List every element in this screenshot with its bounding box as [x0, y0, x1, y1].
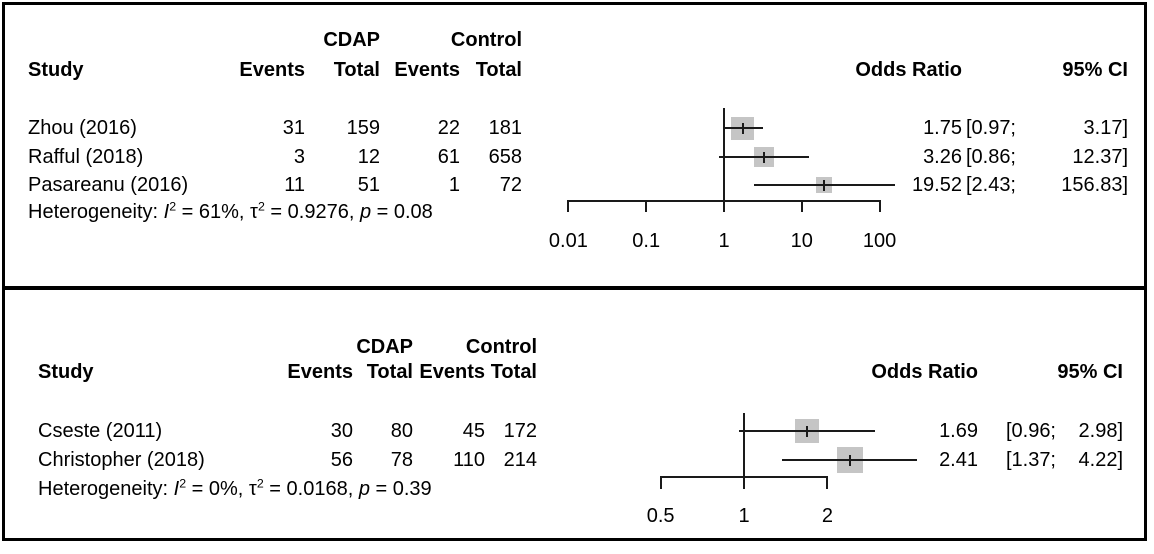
column-header-total-cdap: Total [366, 361, 413, 383]
study-label: Rafful (2018) [28, 145, 144, 168]
column-header-ci: 95% CI [1057, 361, 1123, 383]
ci-low-value: [1.37; [1005, 448, 1056, 471]
ci-high-value: 12.37] [1072, 145, 1128, 168]
cdap-total-cell: 80 [390, 420, 413, 442]
study-label: Zhou (2016) [28, 117, 137, 139]
ci-low-value: [0.96; [1005, 420, 1056, 442]
column-header-study: Study [28, 59, 84, 81]
column-header-total-control: Total [475, 59, 522, 81]
point-estimate-marker [762, 151, 765, 163]
control-total-cell: 181 [488, 117, 522, 139]
column-header-odds-ratio: Odds Ratio [855, 59, 962, 81]
cdap-events-cell: 31 [282, 117, 305, 139]
control-total-cell: 172 [503, 420, 537, 442]
x-axis-tick [659, 476, 662, 489]
group-header-control: Control [465, 336, 537, 358]
cdap-events-cell: 56 [330, 448, 353, 471]
column-header-total-cdap: Total [333, 59, 380, 81]
cdap-total-cell: 159 [346, 117, 380, 139]
cdap-events-cell: 3 [293, 145, 305, 168]
group-header-cdap: CDAP [323, 29, 380, 51]
x-axis-tick-label: 1 [718, 230, 730, 252]
point-estimate-marker [848, 454, 851, 466]
point-estimate-marker [823, 179, 826, 191]
reference-line [743, 413, 745, 489]
group-header-cdap: CDAP [356, 336, 413, 358]
x-axis-tick-label: 0.5 [646, 505, 675, 527]
odds-ratio-value: 1.75 [923, 117, 962, 139]
control-events-cell: 1 [448, 173, 460, 196]
column-header-total-control: Total [490, 361, 537, 383]
control-events-cell: 110 [453, 448, 485, 471]
x-axis-tick-label: 2 [821, 505, 833, 527]
column-header-events-cdap: Events [239, 59, 305, 81]
cdap-total-cell: 12 [357, 145, 380, 168]
ci-high-value: 3.17] [1083, 117, 1128, 139]
x-axis-tick [878, 200, 881, 212]
control-events-cell: 22 [437, 117, 460, 139]
odds-ratio-value: 19.52 [911, 173, 962, 196]
column-header-events-cdap: Events [287, 361, 353, 383]
x-axis-tick [723, 200, 725, 212]
cdap-total-cell: 78 [390, 448, 413, 471]
cdap-events-cell: 11 [284, 173, 305, 196]
odds-ratio-value: 1.69 [939, 420, 978, 442]
heterogeneity-text: Heterogeneity: I2 = 61%, τ2 = 0.9276, p … [28, 199, 433, 223]
cdap-events-cell: 30 [330, 420, 353, 442]
point-estimate-marker [741, 123, 744, 134]
ci-high-value: 156.83] [1061, 173, 1128, 196]
x-axis-tick [567, 200, 570, 212]
x-axis-tick-label: 100 [862, 230, 897, 252]
group-header-control: Control [450, 29, 522, 51]
column-header-odds-ratio: Odds Ratio [871, 361, 978, 383]
x-axis-tick [743, 476, 745, 489]
column-header-events-control: Events [419, 361, 485, 383]
study-label: Cseste (2011) [38, 420, 163, 442]
forest-panel-bottom: CDAP Control Study Events Total Events T… [2, 287, 1147, 541]
x-axis-tick [645, 200, 648, 212]
ci-low-value: [0.97; [965, 117, 1016, 139]
odds-ratio-value: 3.26 [923, 145, 962, 168]
control-total-cell: 72 [499, 173, 522, 196]
x-axis-tick-label: 0.1 [632, 230, 661, 252]
reference-line [723, 108, 725, 212]
x-axis-tick-label: 0.01 [548, 230, 588, 252]
column-header-ci: 95% CI [1062, 59, 1128, 81]
cdap-total-cell: 51 [357, 173, 380, 196]
x-axis-tick-label: 1 [738, 505, 750, 527]
heterogeneity-text: Heterogeneity: I2 = 0%, τ2 = 0.0168, p =… [38, 476, 432, 500]
control-events-cell: 45 [462, 420, 485, 442]
x-axis-tick [800, 200, 803, 212]
ci-low-value: [2.43; [965, 173, 1016, 196]
ci-high-value: 2.98] [1078, 420, 1123, 442]
point-estimate-marker [806, 426, 809, 437]
control-events-cell: 61 [437, 145, 460, 168]
column-header-study: Study [38, 361, 94, 383]
ci-low-value: [0.86; [965, 145, 1016, 168]
x-axis-tick-label: 10 [790, 230, 813, 252]
study-label: Pasareanu (2016) [28, 173, 189, 196]
column-header-events-control: Events [394, 59, 460, 81]
ci-high-value: 4.22] [1078, 448, 1123, 471]
odds-ratio-value: 2.41 [939, 448, 978, 471]
study-label: Christopher (2018) [38, 448, 205, 471]
control-total-cell: 214 [503, 448, 537, 471]
forest-panel-top: CDAP Control Study Events Total Events T… [2, 2, 1147, 289]
control-total-cell: 658 [488, 145, 522, 168]
x-axis-tick [826, 476, 829, 489]
